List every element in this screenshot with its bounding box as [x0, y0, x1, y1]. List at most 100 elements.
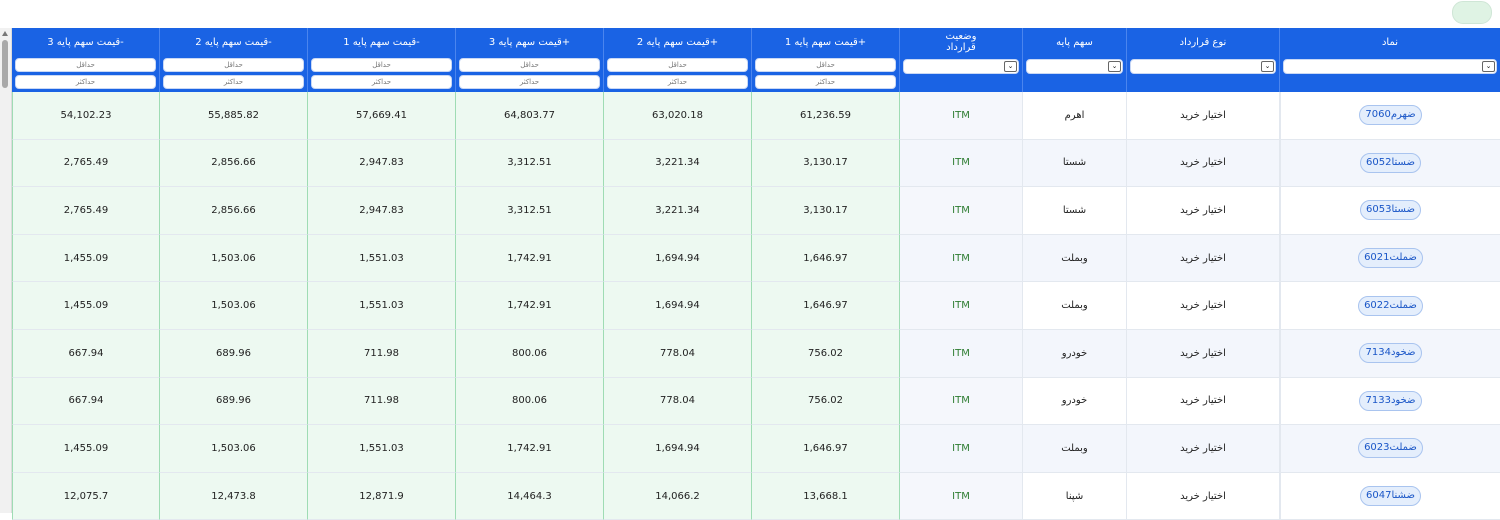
column-title[interactable]: قیمت سهم پایه 2+	[636, 36, 719, 48]
symbol-link[interactable]: ضهرم7060	[1359, 105, 1422, 126]
cell-value: ITM	[952, 395, 970, 407]
cell-value: 1,742.91	[507, 252, 552, 264]
column-header-status[interactable]: وضعیت قرارداد ⌄	[900, 28, 1023, 92]
cell-value: 711.98	[364, 347, 399, 359]
cell-value: 667.94	[68, 395, 104, 407]
column-header-base[interactable]: سهم پایه ⌄	[1023, 28, 1127, 92]
filter-select[interactable]: ⌄	[1130, 59, 1276, 74]
column-header-p_minus3[interactable]: قیمت سهم پایه 3- حداقل حداکثر	[12, 28, 160, 92]
symbol-link[interactable]: ضملت6021	[1358, 248, 1423, 269]
column-title[interactable]: قیمت سهم پایه 3+	[488, 36, 571, 48]
cell-value: 1,551.03	[359, 442, 404, 454]
table-cell-p_minus1: 12,871.9	[308, 472, 456, 520]
filter-max-input[interactable]: حداکثر	[311, 75, 452, 89]
filter-min-input[interactable]: حداقل	[459, 58, 600, 72]
table-cell-ctype: اختیار خرید	[1127, 92, 1280, 140]
filter-select[interactable]: ⌄	[1026, 59, 1123, 74]
cell-value: 1,455.09	[63, 442, 109, 454]
cell-value: اختیار خرید	[1180, 109, 1226, 121]
cell-value: 2,765.49	[63, 157, 109, 169]
symbol-link[interactable]: ضملت6022	[1358, 295, 1423, 316]
scrollbar-thumb[interactable]	[2, 40, 8, 88]
table-cell-p_plus2: 63,020.18	[604, 92, 752, 140]
table-cell-p_plus2: 1,694.94	[604, 234, 752, 283]
cell-value: 3,130.17	[803, 204, 848, 216]
symbol-link[interactable]: ضستا6052	[1360, 152, 1421, 173]
filter-min-input[interactable]: حداقل	[607, 58, 748, 72]
table-cell-base: وبملت	[1023, 282, 1127, 330]
cell-value: 1,503.06	[211, 442, 256, 454]
filter-select[interactable]: ⌄	[1283, 59, 1497, 74]
scroll-up-arrow-icon[interactable]	[2, 31, 8, 36]
chevron-down-icon[interactable]: ⌄	[1261, 61, 1274, 72]
table-cell-p_plus1: 61,236.59	[752, 92, 900, 140]
top-action-button[interactable]	[1452, 1, 1492, 24]
cell-value: ITM	[952, 490, 970, 502]
column-header-p_plus3[interactable]: قیمت سهم پایه 3+ حداقل حداکثر	[456, 28, 604, 92]
cell-value: 55,885.82	[208, 109, 259, 121]
filter-min-input[interactable]: حداقل	[163, 58, 304, 72]
cell-value: 800.06	[512, 347, 547, 359]
cell-value: ITM	[952, 109, 970, 121]
column-title[interactable]: قیمت سهم پایه 3-	[47, 36, 124, 48]
cell-value: 3,130.17	[803, 157, 848, 169]
table-cell-p_plus3: 14,464.3	[456, 472, 604, 520]
table-cell-p_plus1: 1,646.97	[752, 234, 900, 283]
cell-value: ITM	[952, 347, 970, 359]
filter-max-input[interactable]: حداکثر	[163, 75, 304, 89]
vertical-scrollbar[interactable]	[0, 28, 12, 513]
table-cell-p_minus1: 2,947.83	[308, 187, 456, 235]
column-title[interactable]: قیمت سهم پایه 2-	[195, 36, 272, 48]
column-title[interactable]: سهم پایه	[1056, 36, 1093, 48]
table-cell-p_minus2: 1,503.06	[160, 234, 308, 283]
column-title[interactable]: نوع قرارداد	[1179, 36, 1227, 48]
symbol-link[interactable]: ضخود7133	[1359, 390, 1422, 411]
column-header-p_minus2[interactable]: قیمت سهم پایه 2- حداقل حداکثر	[160, 28, 308, 92]
filter-max-input[interactable]: حداکثر	[15, 75, 156, 89]
symbol-link[interactable]: ضستا6053	[1360, 200, 1421, 221]
table-cell-p_minus2: 1,503.06	[160, 425, 308, 473]
filter-max-input[interactable]: حداکثر	[459, 75, 600, 89]
cell-value: 54,102.23	[60, 109, 112, 121]
chevron-down-icon[interactable]: ⌄	[1108, 61, 1121, 72]
column-header-symbol[interactable]: نماد ⌄	[1280, 28, 1500, 92]
filter-min-input[interactable]: حداقل	[15, 58, 156, 72]
cell-value: 800.06	[512, 395, 547, 407]
cell-value: 12,871.9	[359, 490, 404, 502]
cell-value: 1,694.94	[655, 252, 700, 264]
column-title[interactable]: وضعیت قرارداد	[945, 31, 977, 53]
table-cell-p_minus1: 2,947.83	[308, 139, 456, 188]
column-title[interactable]: قیمت سهم پایه 1+	[784, 36, 867, 48]
column-title[interactable]: نماد	[1381, 36, 1399, 48]
cell-value: 689.96	[216, 395, 251, 407]
column-header-ctype[interactable]: نوع قرارداد ⌄	[1127, 28, 1280, 92]
column-header-p_plus2[interactable]: قیمت سهم پایه 2+ حداقل حداکثر	[604, 28, 752, 92]
table-cell-p_plus3: 1,742.91	[456, 425, 604, 473]
table-cell-symbol: ضشنا6047	[1280, 472, 1500, 520]
cell-value: اختیار خرید	[1180, 157, 1226, 169]
table-cell-p_minus3: 2,765.49	[12, 139, 160, 188]
chevron-down-icon[interactable]: ⌄	[1004, 61, 1017, 72]
cell-value: 13,668.1	[803, 490, 848, 502]
cell-value: 2,947.83	[359, 204, 404, 216]
cell-value: 1,455.09	[63, 300, 109, 312]
symbol-link[interactable]: ضشنا6047	[1360, 486, 1421, 507]
filter-max-input[interactable]: حداکثر	[755, 75, 896, 89]
symbol-link[interactable]: ضخود7134	[1359, 343, 1422, 364]
cell-value: 756.02	[808, 347, 843, 359]
cell-value: 778.04	[660, 395, 695, 407]
filter-select[interactable]: ⌄	[903, 59, 1019, 74]
table-cell-p_plus2: 3,221.34	[604, 139, 752, 188]
column-header-p_plus1[interactable]: قیمت سهم پایه 1+ حداقل حداکثر	[752, 28, 900, 92]
column-title[interactable]: قیمت سهم پایه 1-	[343, 36, 420, 48]
table-cell-p_minus1: 1,551.03	[308, 425, 456, 473]
cell-value: شستا	[1062, 157, 1087, 169]
table-cell-p_plus2: 778.04	[604, 377, 752, 426]
symbol-link[interactable]: ضملت6023	[1358, 438, 1423, 459]
filter-min-input[interactable]: حداقل	[755, 58, 896, 72]
filter-max-input[interactable]: حداکثر	[607, 75, 748, 89]
column-header-p_minus1[interactable]: قیمت سهم پایه 1- حداقل حداکثر	[308, 28, 456, 92]
table-cell-base: خودرو	[1023, 377, 1127, 426]
chevron-down-icon[interactable]: ⌄	[1482, 61, 1495, 72]
filter-min-input[interactable]: حداقل	[311, 58, 452, 72]
